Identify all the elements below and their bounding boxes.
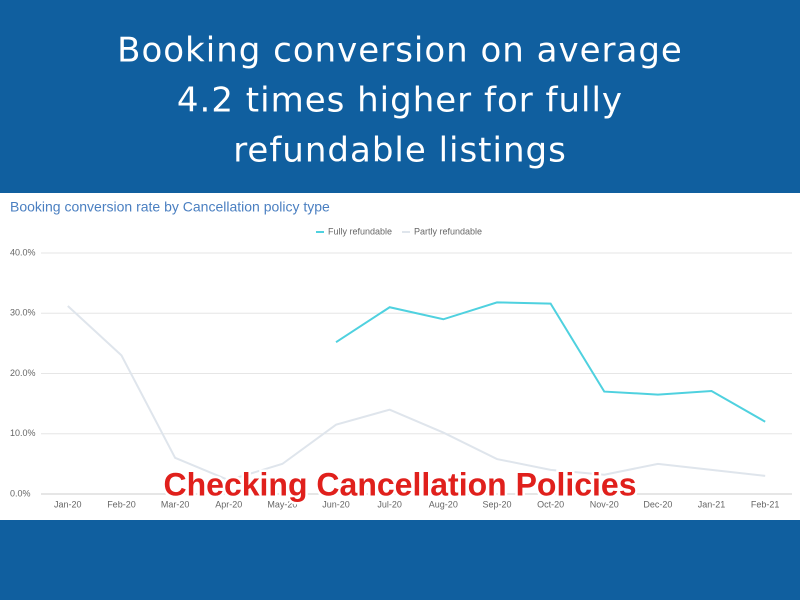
headline: refundable listings [233, 131, 567, 171]
x-tick-label: Nov-20 [590, 499, 619, 509]
headline: Booking conversion on average [117, 31, 683, 71]
x-tick-label: Oct-20 [537, 499, 564, 509]
legend-label: Fully refundable [328, 226, 392, 236]
x-tick-label: Mar-20 [161, 499, 190, 509]
series-line [335, 301, 766, 423]
chart-title: Booking conversion rate by Cancellation … [10, 199, 330, 215]
x-tick-label: May-20 [267, 499, 297, 509]
x-tick-label: Feb-21 [751, 499, 780, 509]
x-tick-label: Aug-20 [429, 499, 458, 509]
y-tick-label: 20.0% [10, 368, 36, 378]
x-tick-label: Apr-20 [215, 499, 242, 509]
series-line [67, 305, 766, 482]
caption: Checking Cancellation Policies [163, 466, 636, 502]
x-tick-label: Jul-20 [377, 499, 402, 509]
x-tick-label: Jan-21 [698, 499, 726, 509]
y-tick-label: 0.0% [10, 488, 31, 498]
legend-label: Partly refundable [414, 226, 482, 236]
x-tick-label: Jun-20 [322, 499, 350, 509]
headline: 4.2 times higher for fully [177, 81, 623, 121]
x-tick-label: Jan-20 [54, 499, 82, 509]
plot: 0.0% 10.0% 20.0% 30.0% 40.0% Jan-20 Feb-20 Mar-… [10, 226, 792, 509]
x-tick-label: Sep-20 [482, 499, 511, 509]
y-tick-label: 30.0% [10, 308, 36, 318]
y-tick-label: 40.0% [10, 247, 36, 257]
x-tick-label: Dec-20 [643, 499, 672, 509]
x-tick-label: Feb-20 [107, 499, 136, 509]
y-tick-label: 10.0% [10, 428, 36, 438]
